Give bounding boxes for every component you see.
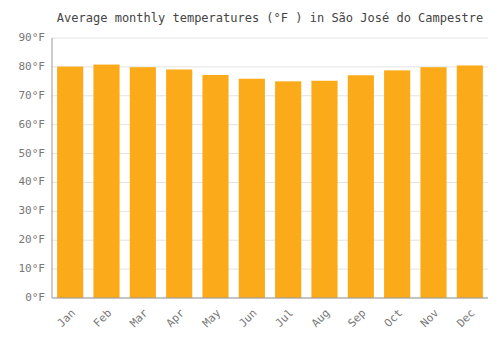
x-tick-label: Mar — [127, 306, 151, 330]
x-tick-label: Oct — [382, 307, 405, 330]
bar — [348, 75, 374, 298]
x-tick-label: Jan — [55, 307, 78, 330]
chart-svg: 0°F 10°F 20°F 30°F 40°F 50°F 60°F 70°F 80°F 90°F J… — [0, 0, 500, 350]
bar — [130, 67, 156, 298]
bar — [166, 69, 192, 298]
x-tick-label: Sep — [345, 307, 368, 330]
x-tick-label: Jul — [273, 307, 296, 330]
x-tick-label: Aug — [309, 307, 332, 330]
grid-line — [52, 38, 488, 39]
x-tick-label: Dec — [454, 307, 477, 330]
bar — [239, 79, 265, 298]
bar — [275, 81, 301, 298]
y-tick-label: 80°F — [19, 60, 46, 73]
bar — [93, 65, 119, 298]
page: {"chart_data": {"type": "bar", "title": … — [0, 0, 500, 350]
y-tick-labels: 0°F 10°F 20°F 30°F 40°F 50°F 60°F 70°F 80°F 90°F — [19, 31, 46, 304]
y-tick-label: 60°F — [19, 118, 46, 131]
bars — [57, 65, 483, 298]
x-tick-label: Nov — [418, 306, 442, 330]
y-tick-label: 20°F — [19, 233, 46, 246]
bar — [57, 67, 83, 298]
y-tick-label: 40°F — [19, 175, 46, 188]
grid-line — [52, 298, 488, 299]
y-tick-label: 70°F — [19, 89, 46, 102]
title: Average monthly temperatures (°F ) in Sã… — [57, 11, 483, 25]
grid — [52, 38, 488, 298]
x-tick-label: Jun — [236, 307, 259, 330]
y-tick-label: 50°F — [19, 147, 46, 160]
y-tick-label: 10°F — [19, 262, 46, 275]
bar — [202, 75, 228, 298]
x-tick-labels: Jan Feb Mar Apr May Jun Jul Aug Sep Oct Nov Dec — [55, 306, 478, 330]
bar — [420, 67, 446, 298]
y-tick-label: 30°F — [19, 204, 46, 217]
y-tick-label: 0°F — [25, 291, 45, 304]
y-axis-line — [52, 38, 53, 298]
chart-container: 0°F 10°F 20°F 30°F 40°F 50°F 60°F 70°F 80°F 90°F J… — [0, 0, 500, 350]
bar — [311, 81, 337, 298]
x-tick-label: Apr — [164, 306, 188, 330]
x-tick-label: May — [200, 306, 224, 330]
x-axis-line — [52, 298, 488, 299]
bar — [384, 70, 410, 298]
y-tick-label: 90°F — [19, 31, 46, 44]
x-tick-label: Feb — [91, 307, 114, 330]
bar — [457, 65, 483, 298]
